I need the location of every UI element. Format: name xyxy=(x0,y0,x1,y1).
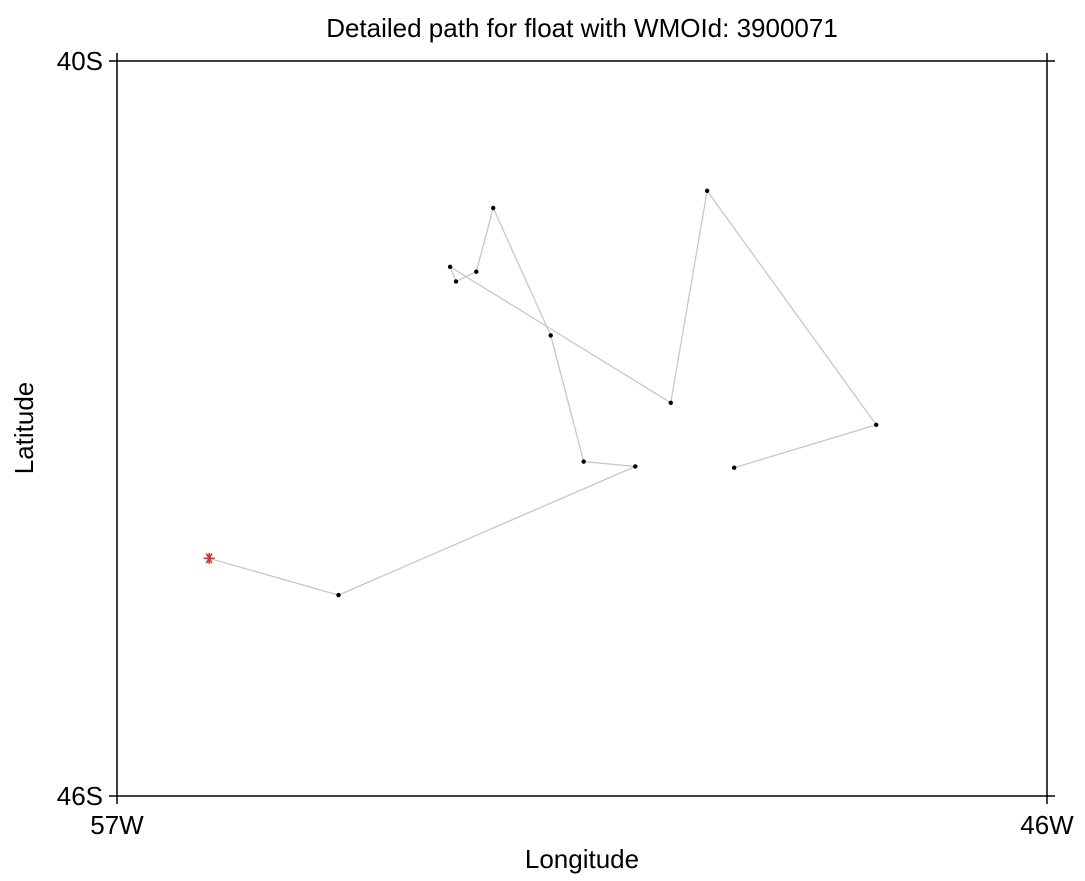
chart-title: Detailed path for float with WMOId: 3900… xyxy=(326,13,838,43)
path-segment xyxy=(208,557,339,596)
path-lines xyxy=(208,190,877,596)
path-point xyxy=(453,279,459,284)
path-segment xyxy=(338,465,636,596)
path-point xyxy=(731,465,737,470)
path-segment xyxy=(492,207,552,336)
y-axis-label: Latitude xyxy=(9,382,39,475)
path-segment xyxy=(550,335,585,462)
path-point xyxy=(704,188,710,194)
path-segment xyxy=(733,424,877,469)
path-segment xyxy=(475,207,494,272)
path-point xyxy=(336,592,341,598)
x-tick-label: 57W xyxy=(90,810,144,840)
path-point xyxy=(633,464,638,469)
plot-frame xyxy=(116,60,1048,797)
path-point xyxy=(874,422,879,428)
path-point xyxy=(447,264,453,269)
path-point xyxy=(474,269,479,274)
x-tick-label: 46W xyxy=(1020,810,1074,840)
path-point xyxy=(548,333,553,338)
path-point xyxy=(581,459,586,464)
path-point xyxy=(668,400,673,405)
path-segment xyxy=(449,266,457,282)
path-segment xyxy=(670,190,708,403)
path-segment xyxy=(706,190,877,426)
ticks: 57W 46W 40S 46S xyxy=(57,46,1074,840)
path-segment xyxy=(449,266,672,404)
y-tick-label: 46S xyxy=(57,781,103,811)
path-segment xyxy=(583,460,636,468)
x-axis-label: Longitude xyxy=(525,844,639,874)
y-tick-label: 40S xyxy=(57,46,103,76)
path-points xyxy=(203,188,879,598)
start-position-marker xyxy=(203,552,215,564)
path-point xyxy=(491,205,496,211)
